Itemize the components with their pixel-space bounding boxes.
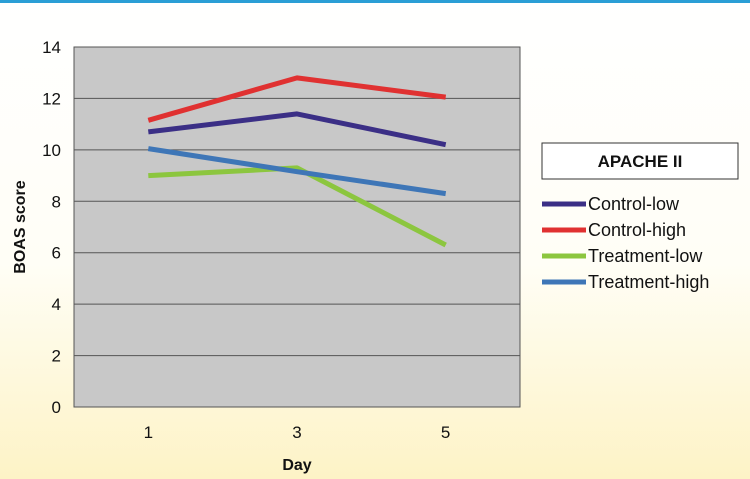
legend-title: APACHE II	[598, 152, 683, 171]
legend: APACHE II Control-low Control-high Treatme…	[541, 142, 739, 292]
y-tick-label: 6	[52, 244, 61, 263]
y-tick-label: 10	[42, 141, 61, 160]
x-tick-label: 5	[441, 423, 450, 442]
legend-title-box	[541, 142, 739, 180]
legend-label: Treatment-high	[588, 272, 709, 292]
y-tick-label: 12	[42, 89, 61, 108]
legend-label: Treatment-low	[588, 246, 703, 266]
legend-items: Control-low Control-high Treatment-low Trea…	[542, 194, 709, 292]
y-tick-label: 4	[52, 295, 61, 314]
x-tick-label: 3	[292, 423, 301, 442]
series-line	[147, 146, 447, 197]
y-tick-labels: 0 2 4 6 8 10 12 14	[42, 38, 61, 417]
series-line	[148, 165, 447, 248]
x-tick-labels: 1 3 5	[144, 423, 451, 442]
legend-label: Control-high	[588, 220, 686, 240]
y-tick-label: 14	[42, 38, 61, 57]
y-tick-label: 0	[52, 398, 61, 417]
x-tick-label: 1	[144, 423, 153, 442]
y-tick-label: 2	[52, 347, 61, 366]
y-tick-label: 8	[52, 192, 61, 211]
top-rule	[0, 0, 750, 3]
series-line	[147, 111, 447, 148]
y-axis-title: BOAS score	[12, 180, 29, 273]
series-lines	[147, 75, 447, 248]
series-line	[147, 75, 447, 123]
x-axis-title: Day	[282, 457, 311, 474]
plot-area	[73, 46, 521, 408]
legend-label: Control-low	[588, 194, 680, 214]
